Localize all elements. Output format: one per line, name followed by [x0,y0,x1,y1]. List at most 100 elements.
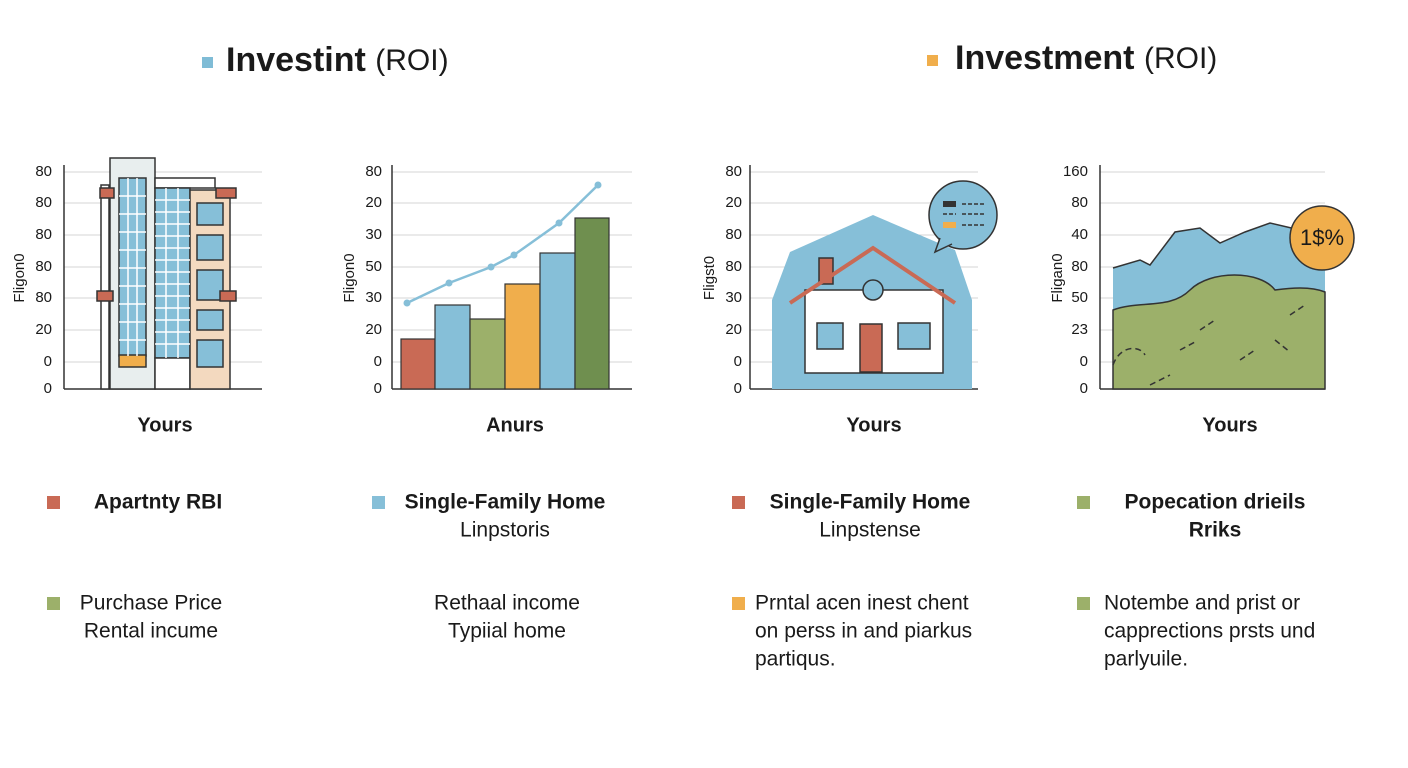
point [445,279,453,287]
legend-marker [732,496,745,509]
x-axis-label: Anurs [486,414,544,436]
y-tick-label: 0 [734,380,742,397]
y-tick-label: 50 [365,258,382,275]
y-tick-label: 20 [365,194,382,211]
point [510,251,518,259]
bar [434,304,471,390]
point [555,219,563,227]
y-tick-label: 23 [1071,321,1088,338]
y-tick-label: 20 [725,321,742,338]
window [196,309,224,331]
base [154,357,191,390]
bar [539,252,576,390]
y-tick-label: 80 [35,163,52,180]
door [859,323,883,373]
note-text: on perss in and piarkus [755,620,972,643]
roof [788,245,957,305]
bar [400,338,436,390]
cap [96,290,114,302]
tower-windows [118,177,147,357]
header-title: Investment [955,39,1135,77]
y-tick-label: 80 [1071,194,1088,211]
bar [504,283,541,390]
point [403,299,411,307]
note-text: Typiial home [448,620,566,643]
y-tick-label: 0 [44,353,52,370]
window [897,322,931,350]
cap [215,187,237,199]
y-tick-label: 0 [1080,380,1088,397]
y-tick-label: 0 [1080,353,1088,370]
y-tick-label: 20 [365,321,382,338]
y-tick-label: 20 [725,194,742,211]
window [196,234,224,261]
speech-bubble [928,180,998,250]
y-axis-label: Fligst0 [701,256,718,300]
mountains [1112,222,1301,269]
y-tick-label: 80 [1071,258,1088,275]
y-tick-label: 30 [725,289,742,306]
bubble-tail [933,237,953,254]
y-tick-label: 80 [725,258,742,275]
legend-text: Rriks [1189,519,1242,542]
house-illustration [772,180,998,389]
window [816,322,844,350]
bar [469,318,506,390]
cap [219,290,237,302]
roof [154,177,216,189]
point [487,263,495,271]
legend-text: Single-Family Home [770,491,971,514]
badge [1289,205,1355,271]
bubble-lines [943,203,986,226]
y-axis-label: Fligan0 [1049,253,1066,302]
note-text: Notembe and prist or [1104,592,1300,615]
hills [1112,274,1326,390]
note-marker [1077,597,1090,610]
line-illustration [403,181,602,307]
window [196,202,224,226]
header: Investment (ROI) [955,39,1217,77]
note-text: capprections prsts und [1104,620,1315,643]
y-tick-label: 80 [35,258,52,275]
legend-text: Single-Family Home [405,491,606,514]
y-tick-label: 20 [35,321,52,338]
legend-text: Popecation drieils [1125,491,1306,514]
y-tick-label: 80 [725,226,742,243]
y-tick-label: 160 [1063,163,1088,180]
window [196,339,224,368]
y-tick-label: 80 [35,226,52,243]
y-axis-label: Fligon0 [341,253,358,302]
note-marker [732,597,745,610]
x-axis-label: Yours [137,414,192,436]
legend-marker [47,496,60,509]
window [118,354,147,368]
bubble-icon [943,222,956,228]
note-marker [47,597,60,610]
y-tick-label: 50 [1071,289,1088,306]
y-tick-label: 30 [365,226,382,243]
header: Investint (ROI) [226,41,449,79]
header-suffix: (ROI) [1144,42,1217,75]
note-text: partiqus. [755,648,836,671]
y-tick-label: 80 [725,163,742,180]
pillar [100,184,110,390]
header-title: Investint [226,41,366,79]
x-axis-label: Yours [1202,414,1257,436]
legend-marker [1077,496,1090,509]
y-axis-label: Fligon0 [11,253,28,302]
note-text: Prntal acen inest chent [755,592,969,615]
landscape-illustration [1112,205,1355,390]
x-axis-label: Yours [846,414,901,436]
bar-illustration [400,217,610,390]
texture [1112,304,1306,386]
y-tick-label: 30 [365,289,382,306]
legend-marker [372,496,385,509]
point [594,181,602,189]
legend-text: Linpstense [819,519,921,542]
y-tick-label: 80 [35,194,52,211]
y-tick-label: 0 [374,353,382,370]
y-tick-label: 80 [35,289,52,306]
bubble-icon [943,201,956,207]
window [196,269,224,301]
